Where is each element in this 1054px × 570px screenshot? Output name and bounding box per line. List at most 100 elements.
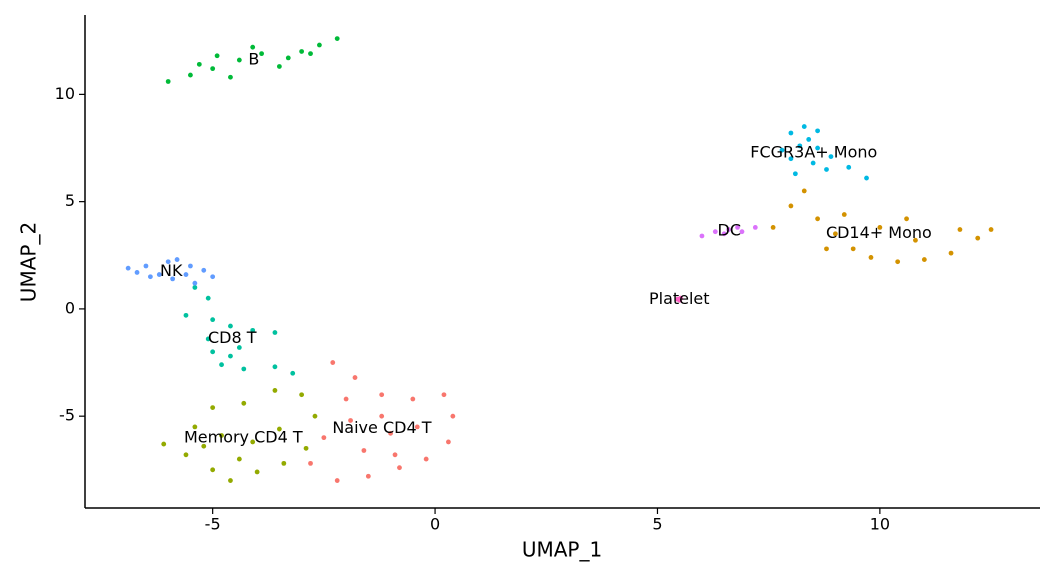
point [161,441,167,447]
x-tick-label: 10 [870,515,890,534]
point [921,257,927,262]
point [219,362,224,368]
point [788,203,794,209]
point [739,229,745,235]
point [913,237,918,243]
point [365,473,371,479]
cluster [699,224,758,239]
point [254,469,260,475]
point [824,167,829,172]
point [308,51,313,57]
point [192,285,198,290]
cluster-label: FCGR3A+ Mono [750,142,877,161]
point [219,433,224,438]
point [236,345,242,350]
point [752,224,758,230]
x-tick-label: 5 [652,515,662,534]
y-axis-title: UMAP_2 [17,222,41,302]
point [299,49,305,54]
point [214,53,220,59]
point [272,388,278,393]
point [815,216,820,222]
point [250,327,256,333]
point [134,270,140,275]
point [801,124,807,129]
point [721,231,727,237]
x-tick-label: 0 [430,515,440,534]
point [317,42,322,48]
point [726,227,732,232]
point [678,295,683,301]
point [174,257,180,262]
point [192,280,198,286]
cluster [183,285,296,376]
point [948,250,954,256]
point [241,366,247,372]
point [205,336,211,342]
cluster [770,188,994,265]
cluster [675,295,683,303]
x-tick-label: -5 [205,515,221,534]
point [895,259,901,265]
point [904,216,909,222]
point [192,424,198,430]
point [423,456,429,462]
point [850,246,856,252]
point [210,405,216,410]
point [699,233,705,239]
cluster [779,124,869,181]
point [788,156,794,162]
point [165,259,171,265]
point [450,413,456,419]
point [379,413,385,419]
point [975,235,981,241]
point [183,272,189,277]
point [250,44,256,50]
point [352,375,358,380]
point [276,64,282,69]
cluster [308,360,456,483]
point [864,175,869,181]
point [170,276,176,282]
cluster-label: CD14+ Mono [826,223,932,242]
point [188,263,193,269]
y-tick-label: 10 [55,84,75,103]
cluster-label: B [248,49,259,68]
point [792,171,798,177]
point [321,435,327,441]
point [183,452,189,458]
point [388,430,393,436]
point [441,392,447,398]
point [841,212,847,217]
cluster-label: CD8 T [208,328,257,347]
point [392,452,398,458]
point [828,154,834,159]
point [210,274,216,280]
point [236,57,242,63]
point [348,418,353,423]
point [414,424,420,430]
point [201,443,207,449]
point [846,164,852,170]
point [303,445,309,451]
point [196,61,202,67]
point [183,312,189,318]
point [210,317,216,323]
point [877,224,883,230]
point [379,392,385,398]
point [285,55,291,61]
point [330,360,336,365]
cluster [125,257,216,286]
point [308,460,313,466]
cluster [161,388,318,483]
point [312,413,318,419]
point [228,478,233,483]
cluster [165,36,340,84]
point [241,400,247,406]
point [276,426,282,432]
point [797,143,803,149]
point [957,227,963,232]
point [334,478,340,483]
cluster-label: Platelet [649,289,710,308]
